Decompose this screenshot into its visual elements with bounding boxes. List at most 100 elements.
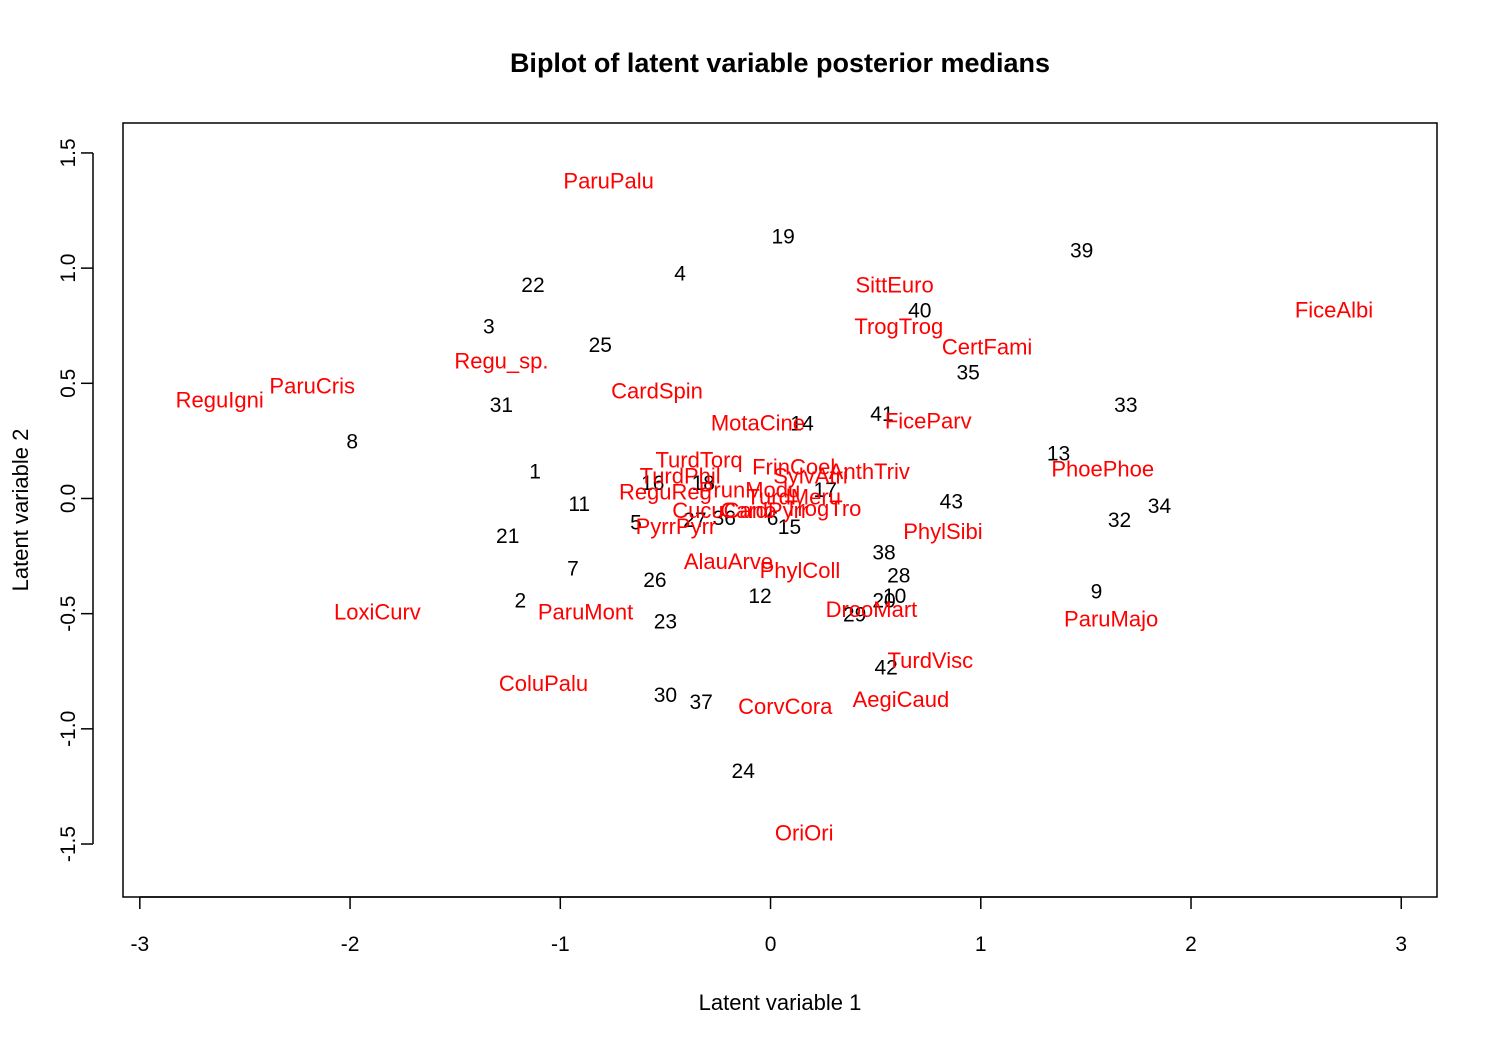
species-label: Regu_sp.: [454, 348, 548, 373]
species-label: AegiCaud: [853, 687, 950, 712]
site-label: 11: [568, 493, 590, 516]
site-label: 40: [908, 299, 931, 322]
site-label: 24: [732, 760, 756, 783]
x-tick-label: 3: [1395, 933, 1407, 956]
species-label: TurdTorq: [655, 447, 742, 472]
y-axis: -1.5 -1.0 -0.5 0.0 0.5 1.0 1.5: [57, 138, 94, 862]
site-label: 18: [692, 472, 715, 495]
species-label: TurdVisc: [888, 648, 974, 673]
site-label: 37: [689, 691, 712, 714]
x-tick-label: 0: [765, 933, 777, 956]
site-label: 3: [483, 316, 495, 339]
species-label: AlauArve: [684, 549, 773, 574]
chart-title: Biplot of latent variable posterior medi…: [510, 48, 1050, 78]
site-label: 42: [874, 656, 897, 679]
species-label: TrogTrog: [854, 314, 943, 339]
site-label: 19: [771, 226, 794, 249]
species-label: CertFami: [942, 335, 1032, 360]
x-tick-label: 2: [1185, 933, 1197, 956]
x-tick-label: -2: [341, 933, 360, 956]
species-label: LoxiCurv: [334, 599, 421, 624]
site-label: 16: [641, 472, 664, 495]
site-label: 30: [654, 684, 677, 707]
species-label: TrogTro: [785, 496, 862, 521]
site-label: 20: [872, 590, 895, 613]
x-tick-label: -1: [551, 933, 570, 956]
y-tick-label: 1.0: [57, 254, 80, 283]
site-label: 1: [529, 461, 541, 484]
site-label: 2: [515, 590, 527, 613]
site-label: 4: [674, 263, 686, 286]
species-label: FiceAlbi: [1295, 298, 1373, 323]
site-label: 22: [521, 274, 544, 297]
site-label: 28: [887, 564, 910, 587]
x-axis: -3 -2 -1 0 1 2 3: [130, 896, 1407, 956]
species-label: CorvCora: [738, 694, 833, 719]
y-tick-label: 0.0: [57, 484, 80, 513]
site-label: 23: [654, 610, 677, 633]
species-label: FrinCoel: [752, 454, 835, 479]
site-label: 41: [870, 403, 893, 426]
species-label: ReguIgni: [176, 388, 264, 413]
site-label: 12: [748, 585, 771, 608]
site-label: 36: [713, 507, 736, 530]
site-label: 39: [1070, 240, 1093, 263]
y-tick-label: -1.0: [57, 711, 80, 747]
species-label: OriOri: [775, 821, 834, 846]
site-label: 26: [643, 569, 666, 592]
species-label: ParuMont: [538, 599, 633, 624]
site-label: 14: [790, 412, 814, 435]
site-label: 6: [767, 507, 779, 530]
site-label: 35: [956, 362, 979, 385]
site-label: 17: [814, 479, 837, 502]
site-label: 8: [346, 431, 358, 454]
site-label: 7: [567, 557, 579, 580]
y-tick-label: -0.5: [57, 596, 80, 632]
species-label: PhoePhoe: [1051, 457, 1154, 482]
species-label: AnthTriv: [829, 459, 910, 484]
y-tick-label: 1.5: [57, 138, 80, 167]
site-label: 32: [1108, 509, 1131, 532]
species-label: TurdPhil: [640, 464, 721, 489]
site-label: 27: [683, 509, 706, 532]
species-label: CucuCano: [672, 498, 776, 523]
species-label: ParuMajo: [1064, 606, 1158, 631]
site-label: 29: [843, 604, 866, 627]
species-label: DrooMart: [826, 597, 918, 622]
site-label: 13: [1047, 442, 1070, 465]
x-tick-label: 1: [975, 933, 987, 956]
species-label: PhylSibi: [903, 519, 982, 544]
y-tick-label: -1.5: [57, 826, 80, 862]
site-label: 34: [1148, 495, 1172, 518]
species-label: PhylColl: [760, 558, 841, 583]
site-label: 9: [1091, 580, 1103, 603]
y-axis-label: Latent variable 2: [8, 429, 33, 592]
site-label: 15: [778, 516, 801, 539]
species-label: ReguReg: [619, 480, 712, 505]
x-axis-label: Latent variable 1: [699, 990, 862, 1015]
site-label: 33: [1114, 394, 1137, 417]
species-label: SittEuro: [855, 272, 933, 297]
species-label: ColuPalu: [499, 671, 588, 696]
species-label: PrunModu: [699, 477, 801, 502]
species-label: ParuCris: [269, 374, 355, 399]
species-label: MotaCine: [711, 411, 805, 436]
species-label: FiceParv: [885, 408, 972, 433]
site-label: 21: [496, 525, 519, 548]
site-label: 38: [872, 541, 895, 564]
species-label: TurdMeru: [746, 484, 841, 509]
site-label: 31: [490, 394, 513, 417]
species-label: PyrrPyrr: [636, 514, 717, 539]
species-label: SylvAtri: [773, 464, 848, 489]
species-label: ParuPalu: [563, 169, 654, 194]
species-label: CardSpin: [611, 378, 703, 403]
y-tick-label: 0.5: [57, 369, 80, 398]
site-label: 10: [883, 585, 906, 608]
site-label: 5: [630, 511, 642, 534]
site-label: 43: [940, 491, 963, 514]
site-label: 25: [589, 334, 612, 357]
species-label: CardPyrr: [720, 498, 808, 523]
